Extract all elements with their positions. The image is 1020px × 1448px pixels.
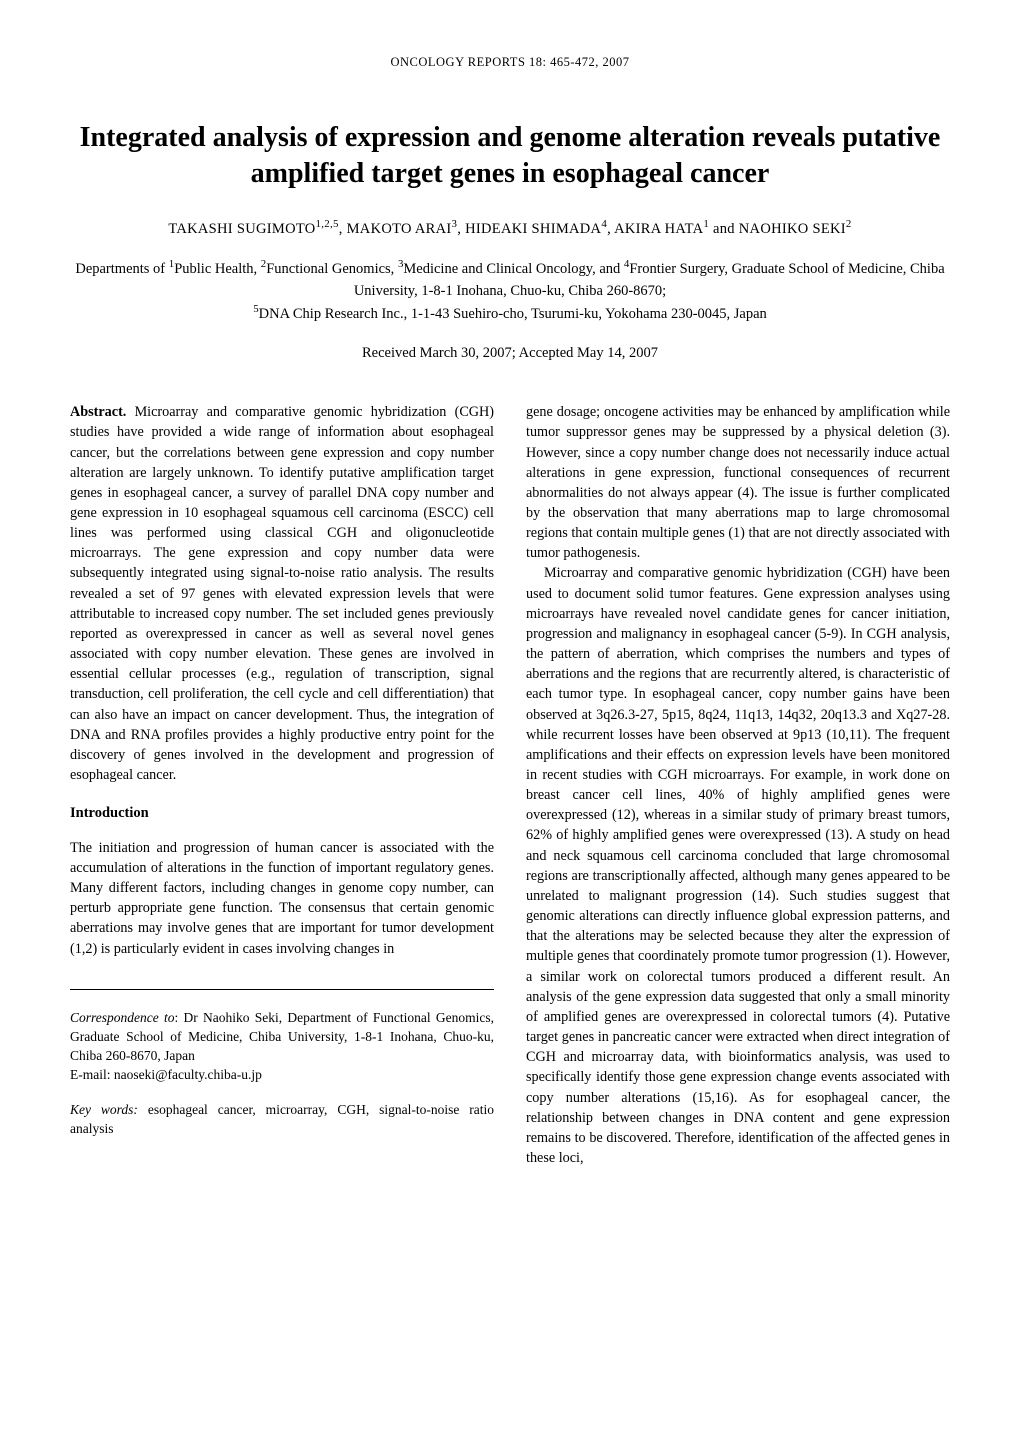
authors-list: TAKASHI SUGIMOTO1,2,5, MAKOTO ARAI3, HID… (70, 221, 950, 238)
correspondence-email: naoseki@faculty.chiba-u.jp (114, 1067, 262, 1082)
received-accepted-dates: Received March 30, 2007; Accepted May 14… (70, 345, 950, 362)
keywords-label: Key words: (70, 1102, 138, 1117)
abstract-paragraph: Abstract. Microarray and comparative gen… (70, 402, 494, 785)
section-divider (70, 989, 494, 990)
journal-line: ONCOLOGY REPORTS 18: 465-472, 2007 (390, 55, 629, 69)
right-column: gene dosage; oncogene activities may be … (526, 402, 950, 1168)
abstract-label: Abstract. (70, 404, 126, 420)
abstract-text: Microarray and comparative genomic hybri… (70, 404, 494, 783)
introduction-para-1: The initiation and progression of human … (70, 838, 494, 959)
article-title: Integrated analysis of expression and ge… (70, 120, 950, 193)
correspondence-block: Correspondence to: Dr Naohiko Seki, Depa… (70, 1008, 494, 1085)
affiliations: Departments of 1Public Health, 2Function… (70, 258, 950, 325)
keywords-block: Key words: esophageal cancer, microarray… (70, 1100, 494, 1138)
two-column-layout: Abstract. Microarray and comparative gen… (70, 402, 950, 1168)
introduction-heading: Introduction (70, 803, 494, 824)
correspondence-email-label: E-mail: (70, 1067, 114, 1082)
right-para-1: gene dosage; oncogene activities may be … (526, 402, 950, 563)
journal-header: ONCOLOGY REPORTS 18: 465-472, 2007 (70, 55, 950, 70)
right-para-2: Microarray and comparative genomic hybri… (526, 563, 950, 1168)
correspondence-label: Correspondence to (70, 1010, 175, 1025)
left-column: Abstract. Microarray and comparative gen… (70, 402, 494, 1168)
